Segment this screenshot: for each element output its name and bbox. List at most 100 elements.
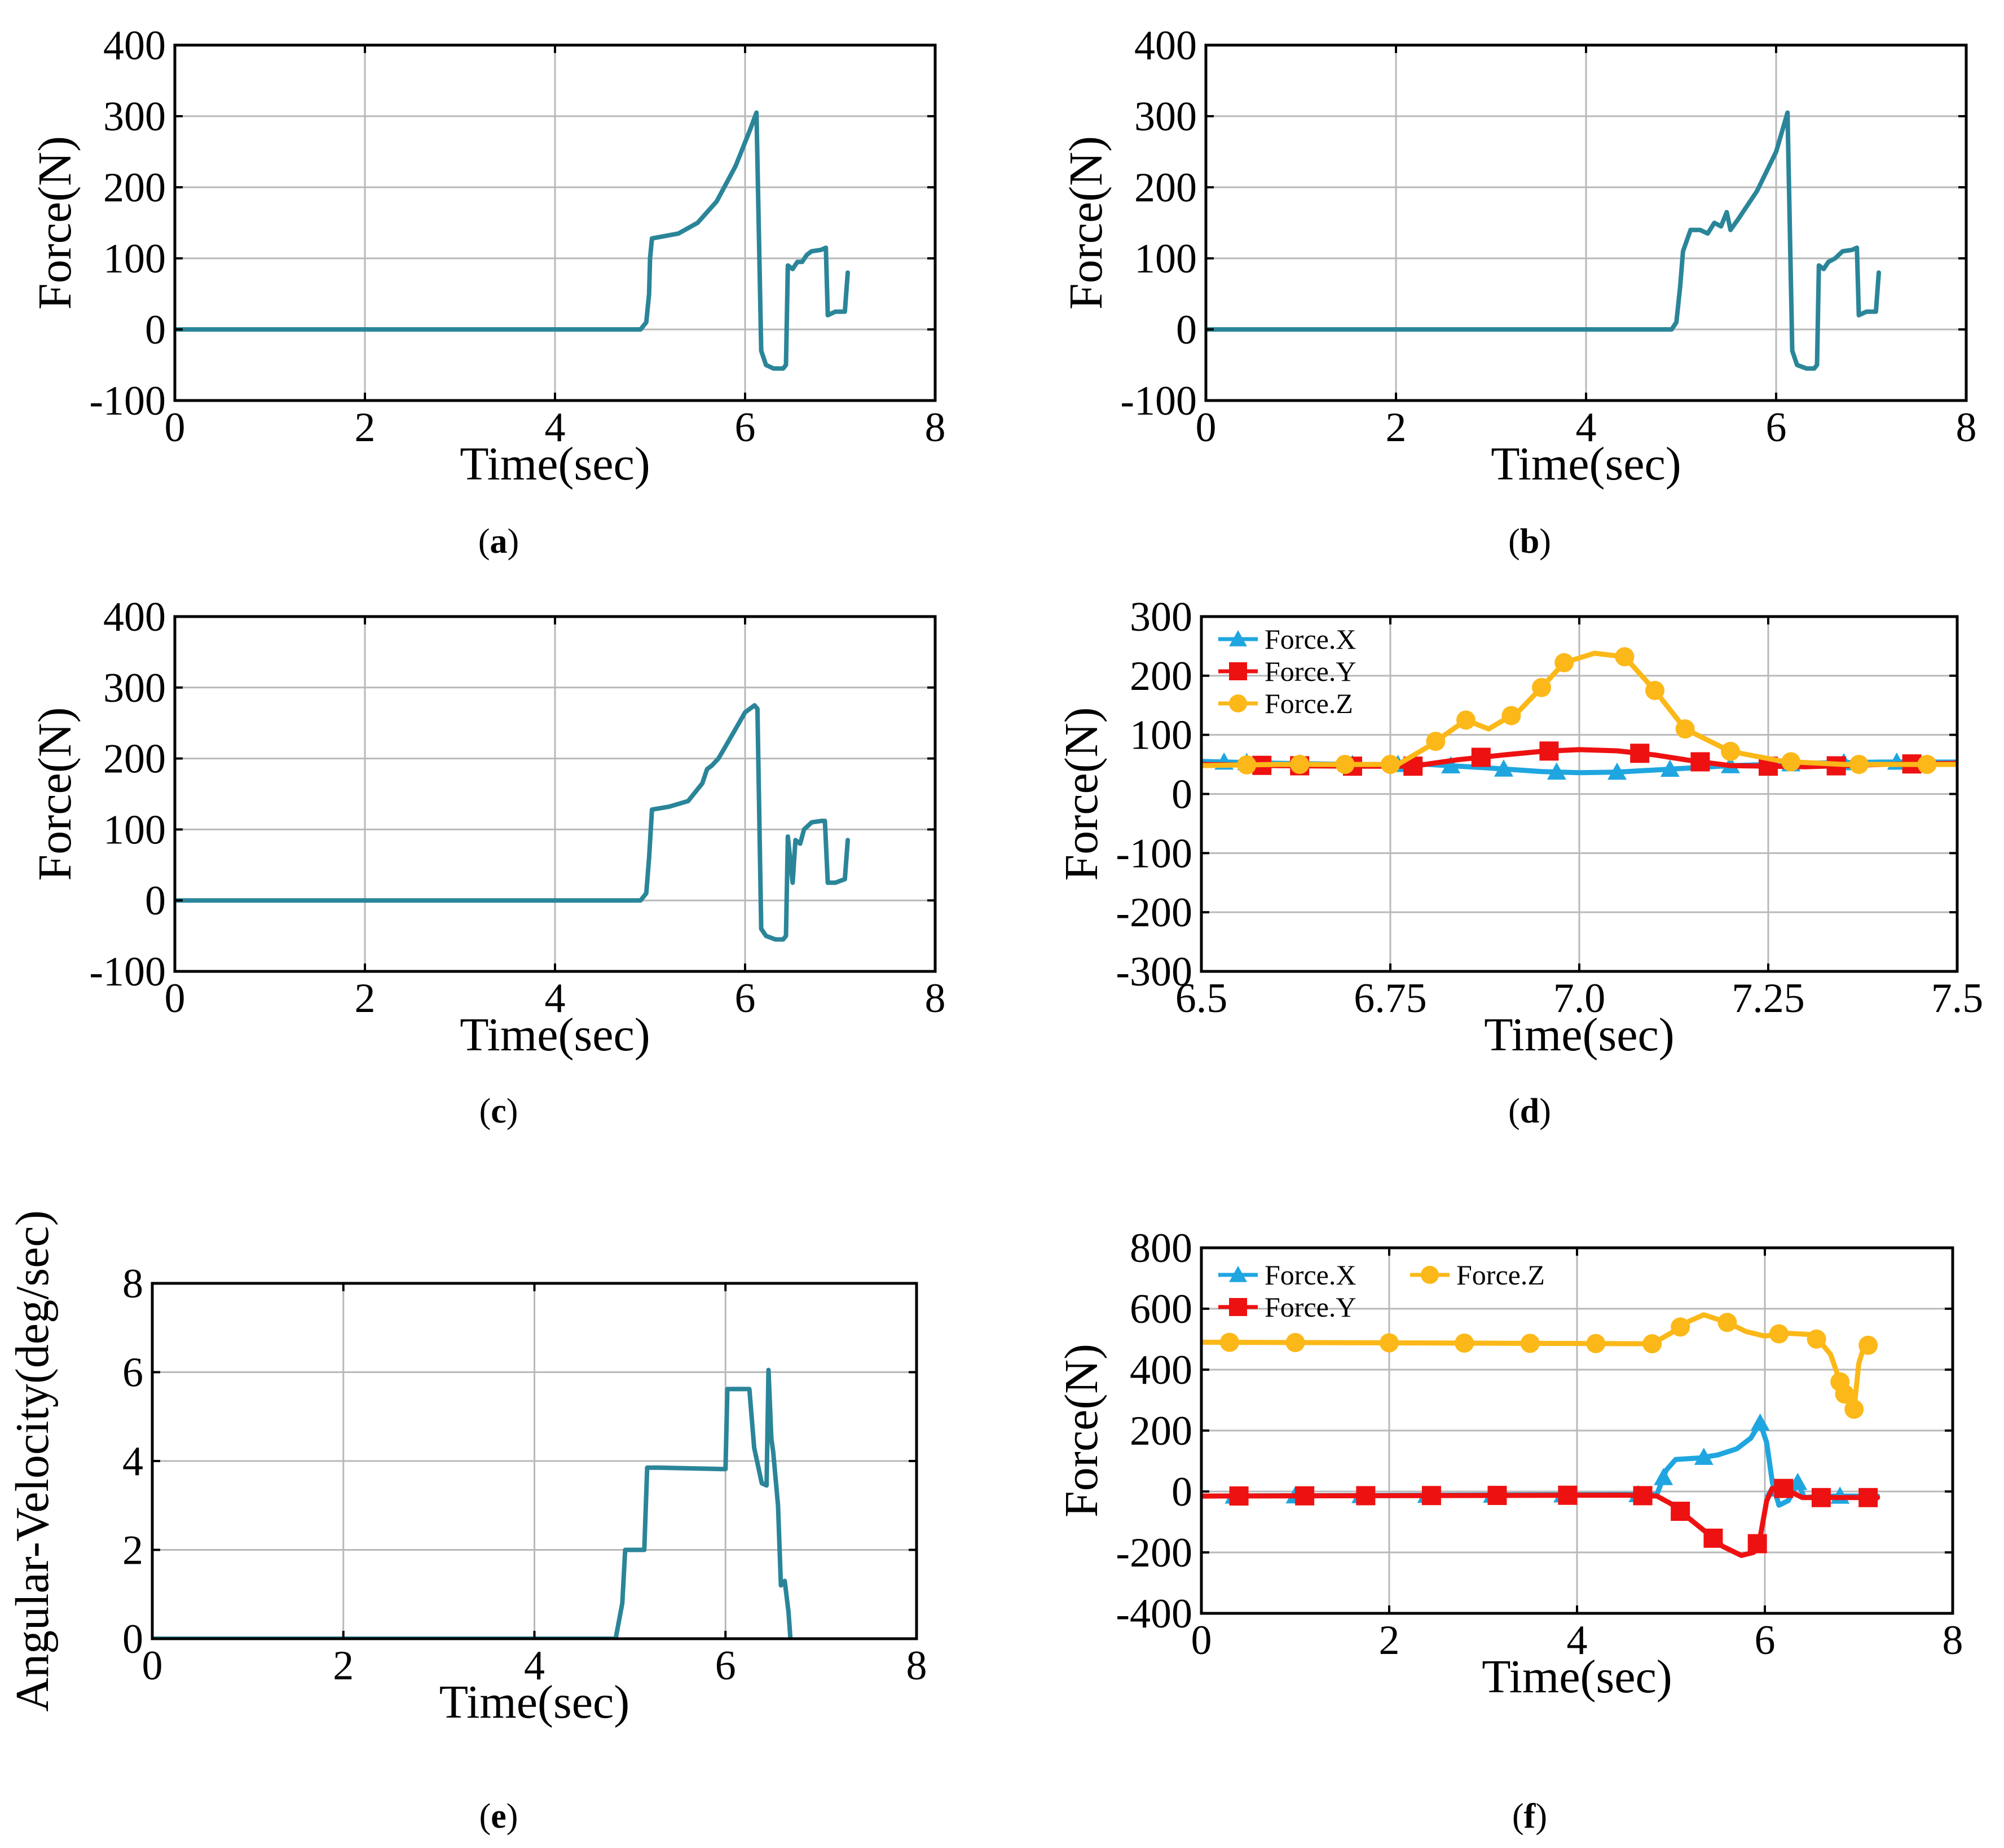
x-tick-label-8: 8 [925,404,946,451]
panel-letter: a [490,522,508,561]
x-tick-label-8: 8 [1943,1617,1963,1664]
data-point-force-y [1421,1486,1441,1506]
panel-caption: (a) [478,522,519,561]
x-tick-label-7-25: 7.25 [1732,975,1805,1022]
legend-marker [1229,662,1247,680]
chart-e: 0 2 4 6 8 0 2 4 6 8 Time(sec) Angular-Velocity(deg/… [6,1210,927,1836]
data-point-force-y [1487,1485,1507,1505]
y-axis-label: Force(N) [1060,136,1112,310]
series-group [1201,647,1957,780]
y-tick-label-0: 0 [145,878,166,924]
data-point-force-z [1807,1329,1826,1349]
y-tick-label--300: -300 [1116,949,1192,995]
x-axis-label: Time(sec) [460,1009,650,1061]
legend-marker [1229,1266,1247,1282]
data-point-force-y [1690,752,1710,772]
x-tick-label-0: 0 [165,404,186,451]
x-tick-label-2: 2 [355,404,376,451]
data-point-force-z [1835,1384,1855,1404]
series-line-force [175,110,850,371]
data-point-force-z [1769,1324,1789,1344]
y-tick-label--200: -200 [1116,890,1192,936]
y-tick-label-200: 200 [103,736,166,782]
chart-f: 0 2 4 6 8 -400 -200 0 200 400 600 800 Time(sec) Force… [1055,1225,1963,1836]
data-point-force-x [1694,1447,1714,1465]
x-tick-label-4: 4 [1576,404,1597,451]
series-line-force [175,703,850,942]
x-tick-label-4: 4 [524,1643,545,1689]
panel-caption: (c) [479,1092,518,1130]
x-tick-label-0: 0 [1191,1617,1212,1664]
x-tick-label-2: 2 [1379,1617,1400,1664]
y-tick-label-0: 0 [1171,772,1192,818]
y-tick-label-200: 200 [1130,1408,1192,1454]
y-tick-label-100: 100 [1130,712,1192,759]
x-axis-label: Time(sec) [439,1676,630,1728]
x-tick-label-6: 6 [735,404,756,451]
data-point-force-y [1703,1528,1723,1548]
data-point-force-z [1426,732,1446,751]
data-point-force-y [1295,1486,1315,1506]
data-point-force-z [1290,755,1310,775]
data-point-force-z [1586,1334,1606,1353]
data-point-force-y [1558,1485,1578,1505]
y-tick-label-800: 800 [1130,1225,1192,1271]
series-group [1201,1312,1880,1558]
y-tick-label-100: 100 [103,807,166,853]
y-tick-label-100: 100 [103,236,166,282]
y-tick-label-300: 300 [1130,594,1192,640]
data-point-force-z [1721,742,1740,762]
legend-marker [1421,1266,1439,1284]
y-tick-label-0: 0 [122,1616,143,1662]
data-point-force-y [1471,747,1491,767]
legend-marker [1229,694,1247,712]
data-point-force-z [1520,1334,1540,1353]
y-tick-label-6: 6 [122,1350,143,1396]
y-tick-label-8: 8 [122,1261,143,1307]
x-tick-label-0: 0 [1196,404,1217,451]
y-axis-label: Force(N) [1055,707,1108,881]
series-line-force [1206,110,1881,371]
data-point-force-x [1494,759,1513,777]
x-tick-label-4: 4 [1567,1617,1588,1664]
y-tick-label-0: 0 [1171,1469,1192,1515]
y-tick-label-300: 300 [103,94,166,140]
y-axis-label: Force(N) [1055,1344,1108,1517]
series-group [152,1367,793,1639]
data-point-force-x [1654,1468,1673,1485]
chart-b: 0 2 4 6 8-1000100200300400Time(sec)Force(N)(… [1060,23,1977,561]
x-tick-label-6: 6 [715,1643,736,1689]
data-point-force-y [1633,1486,1653,1506]
chart-a: 0 2 4 6 8-1000100200300400Time(sec)Force(N)(… [29,23,946,561]
x-tick-label-8: 8 [925,975,946,1022]
data-point-force-z [1844,1400,1864,1419]
x-tick-label-0: 0 [165,975,186,1022]
x-tick-label-6: 6 [735,975,756,1022]
panel-letter: e [491,1797,506,1836]
data-point-force-z [1455,1333,1474,1353]
data-point-force-z [1381,755,1400,775]
y-tick-label-2: 2 [122,1528,143,1574]
data-point-force-z [1380,1333,1399,1353]
data-point-force-z [1849,755,1869,775]
panel-letter: c [491,1092,506,1130]
data-point-force-y [1671,1502,1690,1521]
legend-label-force-x: Force.X [1265,623,1356,655]
data-point-force-z [1456,710,1476,730]
y-tick-label-200: 200 [103,165,166,211]
data-point-force-x [1441,756,1461,774]
data-point-force-y [1539,741,1559,761]
chart-d: 6.5 6.75 7.0 7.25 7.5 -300 -200 -100 0 100 200 300 T… [1055,594,1983,1130]
data-point-force-z [1237,755,1257,775]
x-tick-label-6-75: 6.75 [1354,975,1427,1022]
y-tick-label-100: 100 [1134,236,1197,282]
panel-caption: (e) [479,1797,518,1836]
panel-letter: f [1524,1797,1536,1836]
x-tick-label-8: 8 [906,1643,927,1689]
y-tick-label--200: -200 [1116,1530,1192,1576]
series-group [175,703,850,942]
y-axis-label: Angular-Velocity(deg/sec) [6,1210,59,1711]
data-point-force-z [1554,653,1574,672]
data-point-force-y [1229,1486,1249,1506]
